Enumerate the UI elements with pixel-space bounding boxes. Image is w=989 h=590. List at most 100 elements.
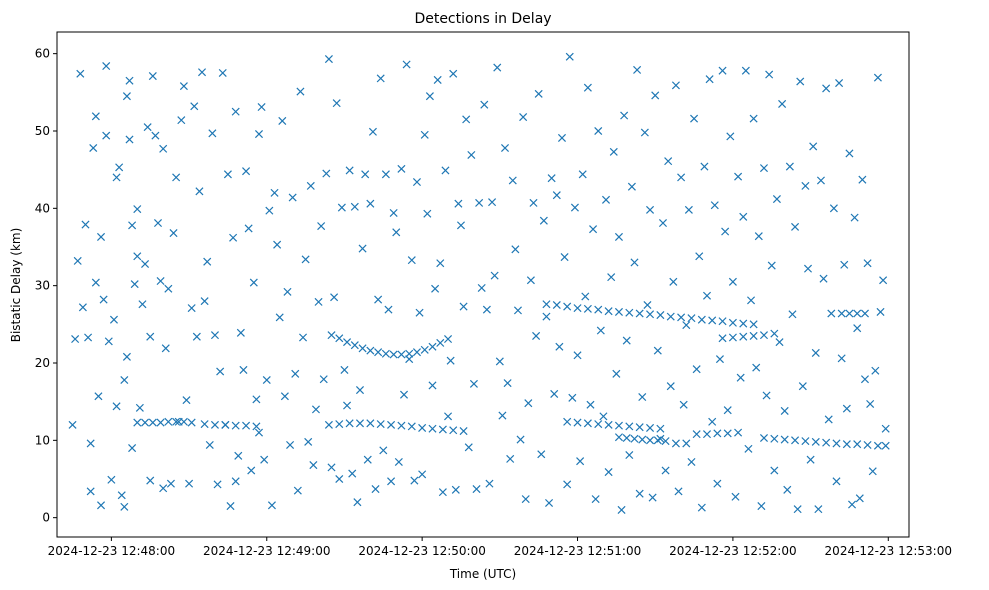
data-point-marker (449, 69, 458, 78)
data-point-marker (547, 174, 556, 183)
data-point-marker (327, 331, 336, 340)
data-point-marker (200, 297, 209, 306)
data-point-marker (583, 304, 592, 313)
data-point-marker (757, 502, 766, 511)
data-point-marker (226, 502, 235, 511)
data-point-marker (550, 389, 559, 398)
data-point-marker (873, 73, 882, 82)
data-point-marker (526, 276, 535, 285)
data-point-marker (866, 399, 875, 409)
data-point-marker (169, 229, 178, 238)
data-point-marker (151, 131, 160, 140)
data-point-marker (112, 402, 121, 411)
y-tick-label: 60 (35, 47, 50, 61)
data-point-marker (811, 348, 820, 357)
data-point-marker (614, 307, 623, 316)
data-point-marker (770, 466, 779, 475)
data-point-marker (161, 344, 170, 353)
data-point-marker (366, 419, 375, 428)
data-point-marker (355, 386, 365, 395)
data-point-marker (679, 400, 688, 409)
data-point-marker (801, 181, 810, 190)
data-point-marker (633, 65, 642, 74)
data-point-marker (759, 331, 769, 340)
data-point-marker (397, 164, 406, 173)
y-tick-label: 20 (35, 356, 50, 370)
data-point-marker (143, 123, 152, 132)
data-point-marker (604, 420, 613, 429)
data-point-marker (674, 487, 683, 496)
data-point-marker (350, 202, 359, 211)
data-point-marker (718, 66, 727, 75)
data-point-marker (739, 212, 748, 221)
data-point-marker (418, 423, 427, 432)
data-point-marker (705, 75, 714, 84)
data-point-marker (537, 450, 546, 459)
data-point-marker (682, 439, 691, 448)
data-point-marker (296, 87, 305, 96)
data-point-marker (358, 344, 367, 353)
plot-frame (56, 31, 910, 538)
x-tick-label: 2024-12-23 12:51:00 (514, 544, 641, 558)
data-point-marker (431, 284, 440, 293)
data-point-marker (410, 476, 419, 485)
data-point-marker (560, 253, 569, 262)
data-point-marker (218, 68, 227, 78)
x-tick-label: 2024-12-23 12:50:00 (358, 544, 485, 558)
data-point-marker (376, 420, 385, 429)
data-point-marker (122, 92, 131, 101)
data-point-marker (783, 485, 792, 494)
data-point-marker (586, 400, 595, 409)
data-point-marker (589, 225, 598, 234)
data-point-marker (759, 433, 769, 443)
data-point-marker (620, 111, 629, 120)
data-point-marker (832, 439, 841, 448)
data-point-marker (568, 393, 577, 402)
data-markers (68, 52, 890, 514)
data-point-marker (563, 302, 572, 311)
data-point-marker (436, 338, 445, 347)
data-point-marker (617, 505, 626, 514)
data-point-marker (446, 356, 455, 365)
data-point-marker (534, 89, 543, 98)
data-point-marker (368, 127, 377, 136)
data-point-marker (141, 259, 150, 269)
data-point-marker (726, 132, 735, 141)
data-point-marker (444, 334, 453, 344)
data-point-marker (809, 142, 818, 151)
data-point-marker (231, 477, 240, 486)
data-point-marker (182, 396, 191, 405)
data-point-marker (850, 213, 859, 222)
data-point-marker (278, 116, 287, 125)
data-point-marker (545, 498, 554, 507)
data-point-marker (120, 502, 129, 511)
data-point-marker (793, 505, 802, 514)
data-point-marker (677, 173, 686, 182)
data-point-marker (213, 480, 222, 489)
data-point-marker (130, 280, 139, 289)
data-point-marker (239, 365, 248, 374)
data-point-marker (539, 216, 548, 225)
data-point-marker (311, 405, 320, 414)
data-point-marker (785, 162, 794, 171)
data-point-marker (576, 457, 585, 466)
x-axis-ticks: 2024-12-23 12:48:00 2024-12-23 12:49:00 20… (48, 537, 952, 558)
data-point-marker (573, 304, 582, 313)
data-point-marker (425, 92, 434, 101)
data-point-marker (436, 259, 445, 268)
data-point-marker (462, 115, 471, 124)
data-point-marker (829, 204, 838, 213)
data-point-marker (265, 206, 274, 215)
data-point-marker (495, 357, 504, 366)
data-point-marker (759, 164, 769, 173)
data-point-marker (166, 479, 175, 488)
data-point-marker (594, 420, 603, 429)
data-point-marker (244, 224, 253, 233)
data-point-marker (270, 188, 279, 197)
x-tick-label: 2024-12-23 12:53:00 (825, 544, 952, 558)
data-point-marker (210, 331, 219, 340)
data-point-marker (216, 367, 225, 376)
data-point-marker (661, 466, 670, 475)
data-point-marker (242, 421, 251, 430)
data-point-marker (791, 222, 800, 231)
